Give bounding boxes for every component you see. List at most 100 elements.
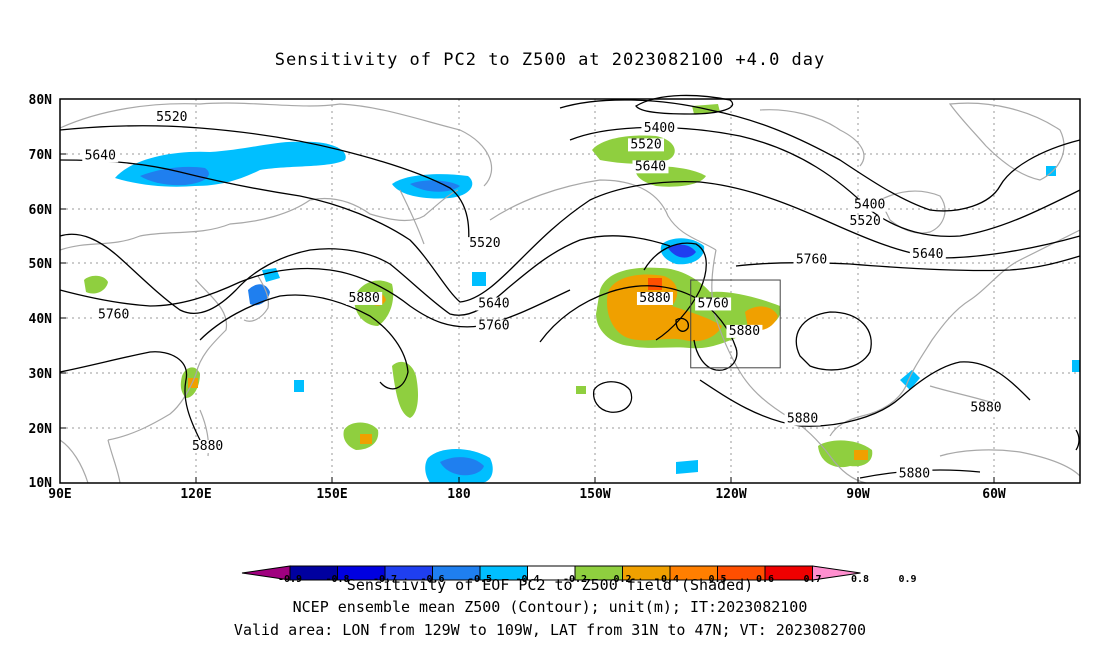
shade-positive-small2 [1072,360,1080,372]
contour-label: 5760 [478,318,509,333]
contour-label: 5640 [85,148,116,163]
coast-japan [243,275,269,322]
lon-label: 120W [715,487,746,502]
coast-na-east [829,229,1081,437]
tick-marks [60,98,995,483]
colorbar-label: -0.2 [563,574,587,585]
contour-5880-south [699,361,1031,427]
contour-label: 5640 [478,296,509,311]
contour-label-bg [189,440,226,454]
shade-negative-small2 [472,272,486,286]
shade-negative-small3 [900,370,920,390]
shade-negative-siberia-core [140,166,209,186]
shade-positive-central-pac [392,361,418,418]
footer-line-contour: NCEP ensemble mean Z500 (Contour); unit(… [292,598,808,616]
shade-positive-central-am-core [854,450,868,460]
lon-label: 90W [846,487,870,502]
lon-label: 120E [180,487,211,502]
contour-label: 5880 [192,439,223,454]
coast-sa [939,449,1081,477]
contour-label: 5520 [850,214,881,229]
contour-label-bg [475,319,512,333]
contour-label: 5520 [469,236,500,251]
colorbar-label: -0.5 [468,574,492,585]
shade-positive-us-west-red [648,278,662,290]
contour-label: 5880 [970,401,1001,416]
lat-label: 40N [29,312,53,327]
contour-label: 5880 [729,324,760,339]
contour-5760-c [735,255,1081,272]
contour-label: 5880 [639,291,670,306]
contour-5880-west [199,294,409,390]
colorbar-max-arrow [812,565,861,581]
contour-label-bg [466,237,503,251]
lat-label: 20N [29,422,53,437]
colorbar-label: -0.6 [420,574,444,585]
contour-label: 5760 [796,253,827,268]
map-frame [59,98,1081,484]
shade-positive-china-core [188,378,198,388]
colorbar-label: 0.4 [661,574,679,585]
shade-negative-small4 [1046,166,1056,176]
contour-label-bg [346,291,383,305]
colorbar-label: 0.8 [851,574,869,585]
contour-label-bg [793,253,830,267]
colorbar-label: -0.9 [278,574,302,585]
lon-axis-labels: 90E 120E 150E 180 150W 120W 90W 60W [48,487,1006,502]
contour-label-bg [896,467,933,481]
lon-label: 150E [316,487,347,502]
contour-label: 5640 [635,159,666,174]
coast-korea-china [107,279,228,441]
contour-label: 5880 [349,291,380,306]
colorbar-label: -0.8 [325,574,349,585]
contour-label: 5520 [630,137,661,152]
coast-arctic-canada [759,109,865,167]
contour-5400 [559,99,1081,212]
shade-positive-us-east [745,306,778,331]
coast-caribbean [929,385,991,403]
coast-india [59,439,89,484]
contour-label-bg [851,198,888,212]
footer-line-shaded: Sensitivity of EOF PC2 to Z500 field (Sh… [346,576,754,594]
contour-5400-pole [635,94,734,115]
coast-asia-north [59,102,493,187]
shade-negative-japan [248,284,270,306]
contour-5760-a [59,233,671,316]
contour-label-bg [636,291,673,305]
contour-label-bg [95,308,132,322]
footer-line-valid-area: Valid area: LON from 129W to 109W, LAT f… [233,621,867,639]
coast-asia-east [59,189,459,251]
contour-5520-west [59,125,470,251]
shade-positive-central-am [818,440,873,468]
colorbar-label: 0.2 [613,574,631,585]
colorbar-label: -0.4 [515,574,539,585]
map-title: Sensitivity of PC2 to Z500 at 2023082100… [274,50,826,70]
contour-label-bg [82,149,119,163]
contour-label: 5880 [787,412,818,427]
valid-area-box [690,279,781,369]
contour-label: 5760 [98,307,129,322]
lat-label: 60N [29,203,53,218]
shade-negative-gulf-alaska-core [668,244,696,258]
shade-positive-us-west-orange [606,274,722,342]
contour-label-bg [784,412,821,426]
lon-label: 90E [48,487,71,502]
contour-label-bg [726,324,763,338]
contour-label-bg [632,160,669,174]
contour-label: 5880 [899,467,930,482]
shade-negative-small5 [676,460,698,474]
shade-negative-small6 [294,380,304,392]
contour-edge [1075,429,1080,451]
colorbar-label: 0.7 [803,574,821,585]
lat-label: 10N [29,476,53,491]
lat-label: 30N [29,367,53,382]
colorbar-label: 0.6 [756,574,774,585]
lon-label: 150W [579,487,610,502]
shade-positive-india [84,275,108,294]
contour-label-bg [847,215,884,229]
contour-label-bg [153,110,190,124]
contour-5880-atl [795,311,872,371]
lat-label: 50N [29,257,53,272]
